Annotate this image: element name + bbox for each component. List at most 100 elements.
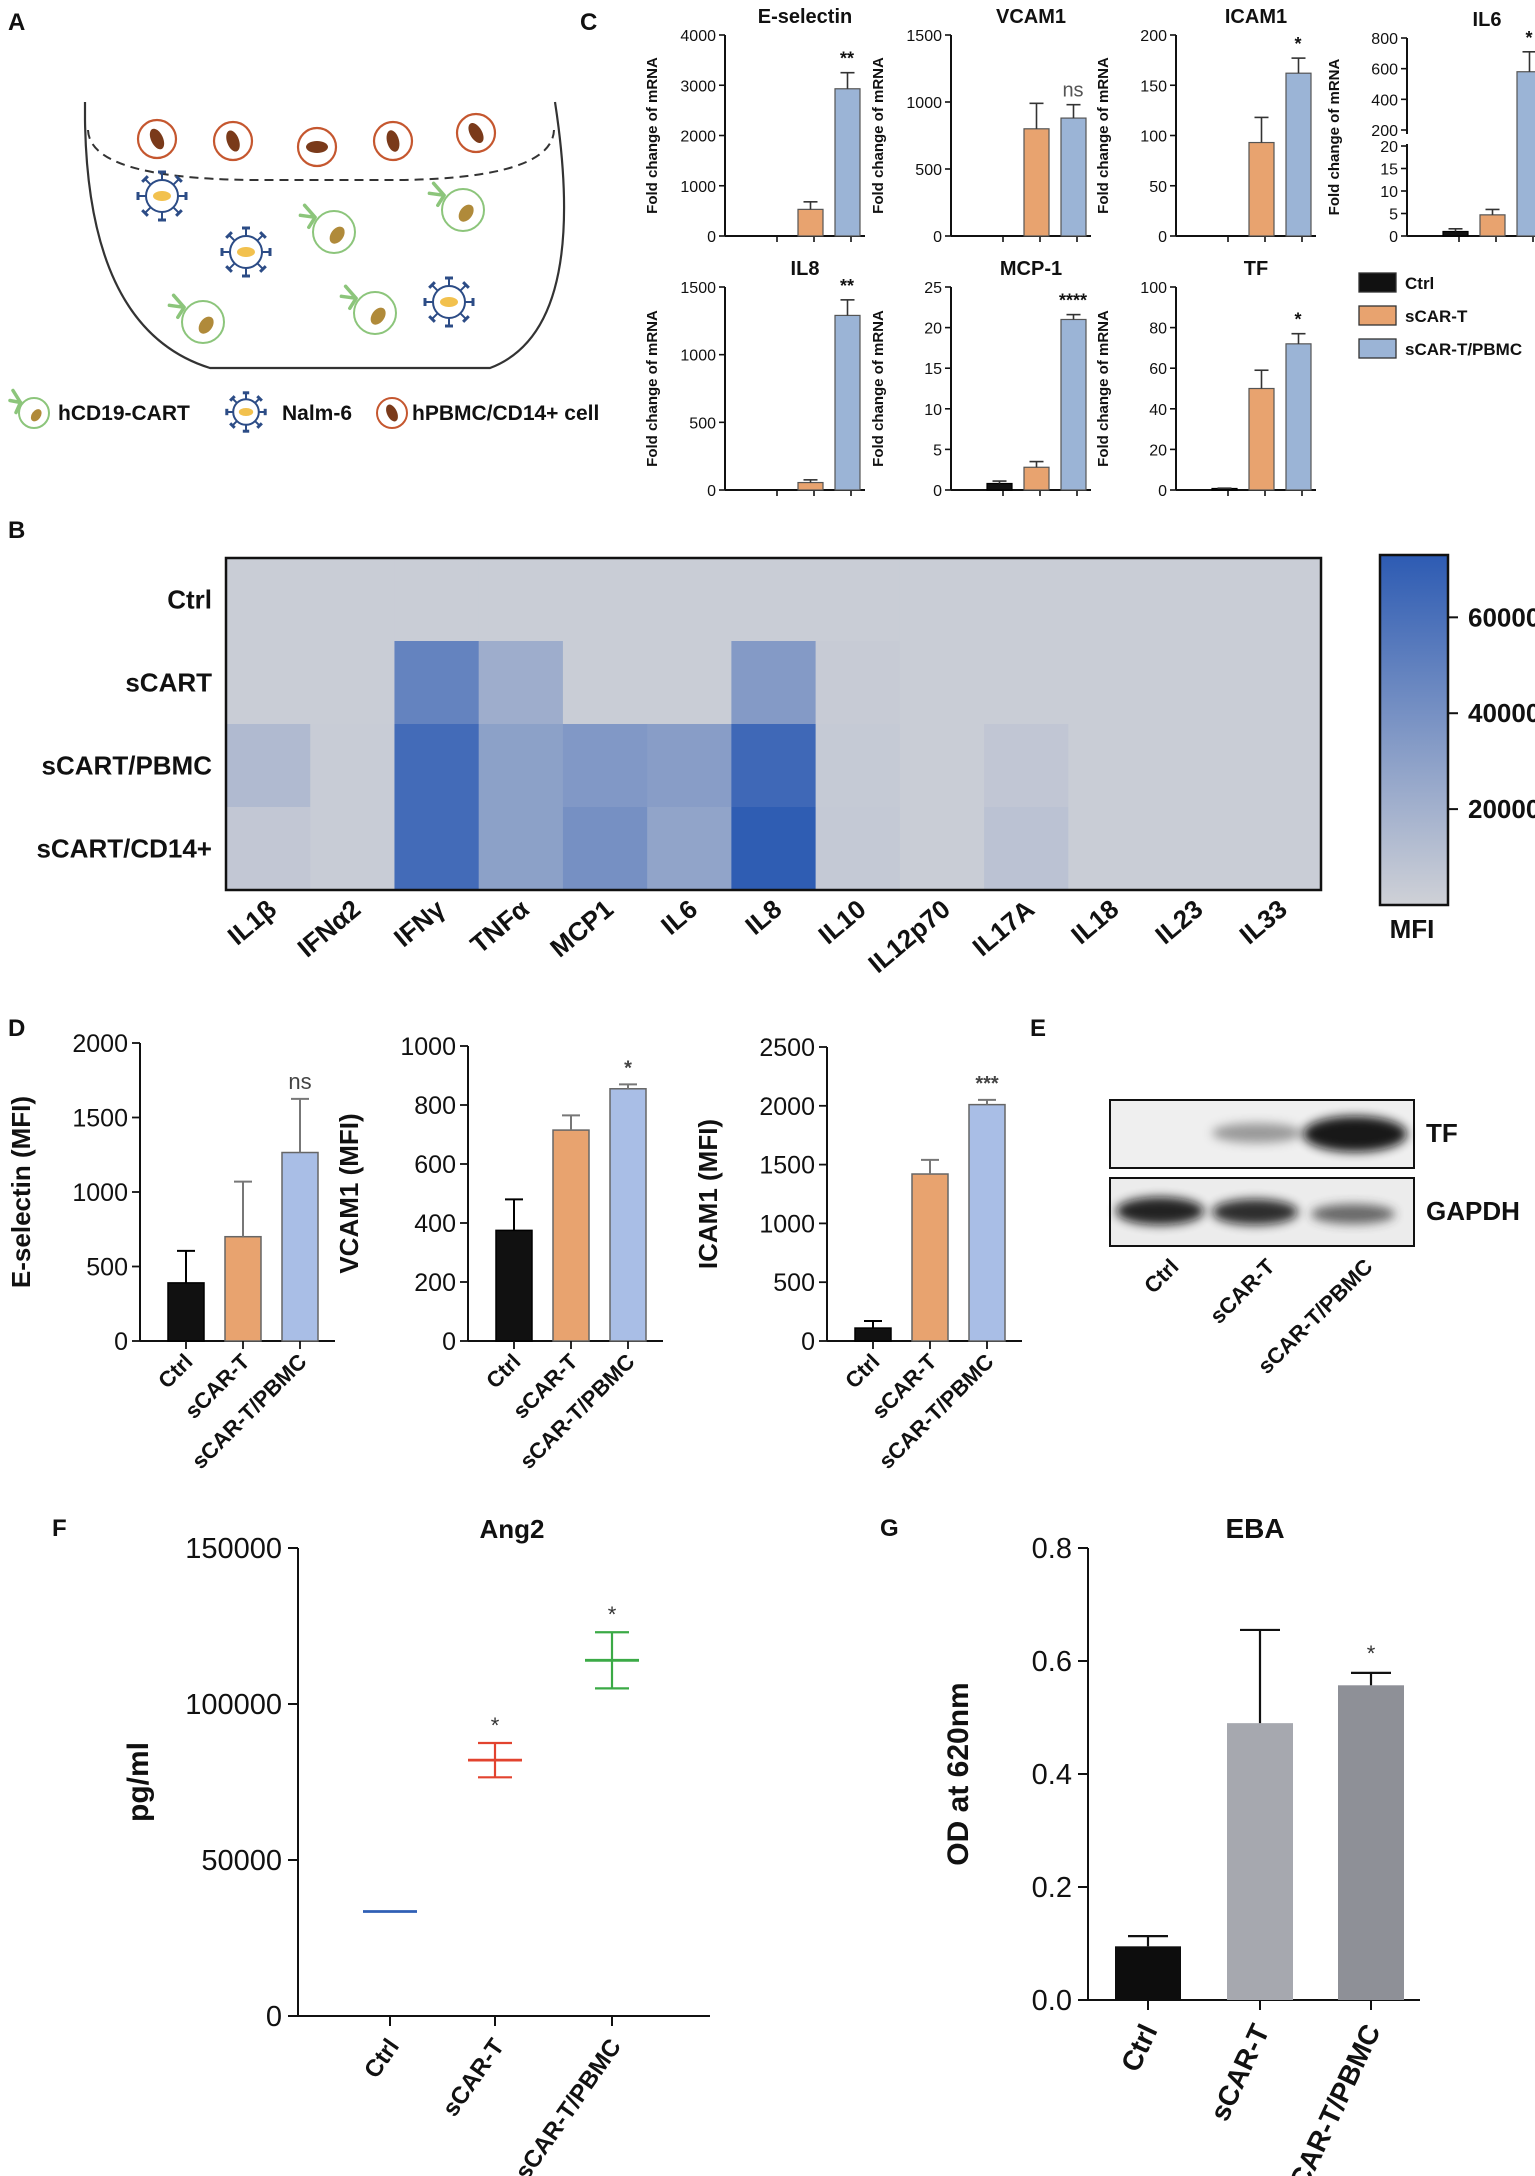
- heatmap-row-label: sCART/CD14+: [36, 834, 212, 864]
- heatmap-column-label: IFNγ: [388, 893, 451, 953]
- y-tick-label: 1500: [759, 1152, 815, 1180]
- legend-label: sCAR-T/PBMC: [1405, 340, 1522, 359]
- y-tick-label: 200: [1140, 28, 1167, 45]
- legend-swatch-2: [1358, 338, 1397, 359]
- significance-mark: *: [608, 1602, 617, 1627]
- mfi-chart-2: ICAM1 (MFI)05001000150020002500CtrlsCAR-…: [693, 1034, 1022, 1474]
- mrna-ylabel: Fold change of mRNA: [644, 310, 661, 467]
- heatmap-cell: [647, 724, 732, 808]
- panel-b-heatmap: Ctrl sCART sCART/PBMC sCART/CD14+ IL1β IFNα2 I…: [36, 553, 1535, 979]
- mrna-bar: [797, 208, 824, 237]
- heatmap-cell: [731, 724, 817, 808]
- y-tick-label: 800: [1371, 31, 1398, 48]
- x-category-label: sCAR-T: [1204, 2019, 1275, 2125]
- mfi-bar: [854, 1327, 892, 1342]
- mrna-bar: [1516, 71, 1535, 237]
- y-tick-label: 20: [1380, 139, 1398, 156]
- heatmap-column-label: IL1β: [222, 894, 282, 951]
- x-category-label: Ctrl: [359, 2034, 405, 2083]
- mfi-bar: [609, 1088, 647, 1342]
- y-tick-label: 2500: [759, 1034, 815, 1062]
- mrna-ylabel: Fold change of mRNA: [1095, 57, 1112, 214]
- panel-d-mfi-charts: E-selectin (MFI)0500100015002000CtrlsCAR…: [6, 1030, 1022, 1474]
- heatmap-column-label: IL18: [1065, 894, 1124, 950]
- heatmap-column-label: IL6: [655, 894, 703, 941]
- y-tick-label: 5: [1389, 207, 1398, 224]
- y-tick-label: 0: [707, 483, 716, 500]
- pbmc-nucleus-icon: [386, 404, 398, 422]
- blot-lane-label: Ctrl: [1139, 1254, 1183, 1298]
- mfi-ylabel: ICAM1 (MFI): [693, 1119, 723, 1269]
- nalm6-cell-icon: [225, 391, 267, 433]
- mrna-chart-vcam1: VCAM1 Fold change of mRNA 0 500 1000 1500 ns: [870, 6, 1091, 246]
- y-tick-label: 500: [689, 415, 716, 432]
- mrna-chart-icam1: ICAM1 Fold change of mRNA 0 50 100 150 200 *: [1095, 6, 1316, 246]
- y-tick-label: 2000: [72, 1030, 128, 1058]
- legend-label-nalm6: Nalm-6: [282, 402, 352, 425]
- y-tick-label: 600: [1371, 62, 1398, 79]
- x-category-label: Ctrl: [481, 1349, 525, 1393]
- heatmap-frame: [224, 556, 1323, 892]
- blot-label-gapdh: GAPDH: [1426, 1196, 1520, 1226]
- heatmap-cell: [984, 807, 1069, 891]
- mfi-chart-0: E-selectin (MFI)0500100015002000CtrlsCAR…: [6, 1030, 335, 1474]
- pbmc-nucleus-icon: [149, 128, 165, 150]
- pbmc-nucleus-icon: [386, 130, 400, 152]
- blot-band-gapdh-ctrl: [1116, 1197, 1204, 1225]
- mrna-ylabel: Fold change of mRNA: [1095, 310, 1112, 467]
- nalm6-cell-icon: [423, 276, 475, 328]
- legend-label-cart: hCD19-CART: [58, 402, 190, 425]
- y-tick-label: 1000: [759, 1210, 815, 1238]
- y-tick-label: 500: [915, 162, 942, 179]
- heatmap-cell: [226, 807, 311, 891]
- heatmap-column-label: TNFα: [464, 894, 534, 960]
- heatmap-cell: [1152, 641, 1238, 725]
- y-tick-label: 10: [1380, 184, 1398, 201]
- heatmap-cell: [226, 558, 311, 642]
- pbmc-nucleus-icon: [226, 130, 240, 152]
- heatmap-cell: [394, 558, 480, 642]
- panel-label-a: A: [8, 9, 25, 36]
- panel-label-d: D: [8, 1015, 25, 1042]
- eba-ylabel: OD at 620nm: [942, 1682, 975, 1865]
- significance-mark: ns: [1062, 80, 1083, 102]
- eba-title: EBA: [1225, 1513, 1284, 1544]
- heatmap-cell: [478, 807, 564, 891]
- cart-cell-icon: [427, 181, 485, 232]
- mfi-bar: [552, 1129, 590, 1342]
- blot-lane-label: sCAR-T: [1205, 1253, 1280, 1328]
- x-category-label: Ctrl: [840, 1349, 884, 1393]
- significance-mark: *: [1367, 1641, 1376, 1666]
- axis-break: [1399, 134, 1535, 144]
- y-tick-label: 1000: [680, 179, 716, 196]
- y-tick-label: 4000: [680, 28, 716, 45]
- y-tick-label: 200: [1371, 123, 1398, 140]
- y-tick-label: 40: [1149, 402, 1167, 419]
- heatmap-cell: [1236, 641, 1322, 725]
- mrna-chart-e-selectin: E-selectin Fold change of mRNA 0 1000 2000 30…: [644, 6, 865, 246]
- mrna-chart-title: E-selectin: [758, 6, 852, 28]
- x-category-label: sCAR-T/PBMC: [1277, 2019, 1387, 2176]
- heatmap-cell: [310, 641, 395, 725]
- y-tick-label: 5: [933, 442, 942, 459]
- heatmap-cell: [394, 807, 480, 891]
- y-tick-label: 1000: [680, 348, 716, 365]
- y-tick-label: 100: [1140, 280, 1167, 297]
- mrna-bar: [1248, 387, 1275, 491]
- y-tick-label: 0: [1158, 483, 1167, 500]
- y-tick-label: 0: [933, 229, 942, 246]
- x-category-label: Ctrl: [1115, 2019, 1163, 2076]
- heatmap-cell: [562, 807, 648, 891]
- heatmap-cell: [394, 641, 480, 725]
- nalm6-cell-icon: [136, 170, 188, 222]
- eba-bar: [1338, 1685, 1404, 2000]
- y-tick-label: 0: [114, 1328, 128, 1356]
- panel-a-schematic: hCD19-CART Nalm-6 hPBMC/CD14+ cell: [8, 101, 599, 433]
- mrna-chart-title: MCP-1: [1000, 258, 1062, 280]
- heatmap-cell: [731, 558, 817, 642]
- mrna-chart-title: IL6: [1473, 9, 1502, 31]
- y-tick-label: 400: [414, 1210, 456, 1238]
- y-tick-label: 0: [1158, 229, 1167, 246]
- mrna-bar: [1023, 466, 1050, 491]
